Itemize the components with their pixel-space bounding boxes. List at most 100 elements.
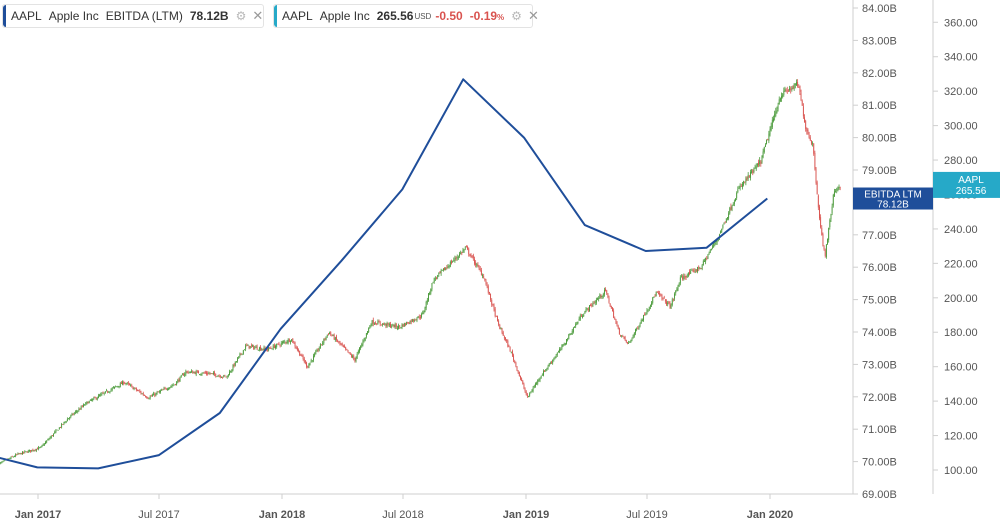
price-candle-body <box>170 386 172 388</box>
price-candle-body <box>756 163 758 166</box>
price-candle-body <box>276 343 278 347</box>
price-candle-body <box>620 335 621 337</box>
price-candle-body <box>303 358 305 362</box>
aapl-settings-icon[interactable]: ⚙ <box>511 9 522 23</box>
price-candle-body <box>578 318 580 321</box>
price-candle-body <box>614 318 616 320</box>
price-candle-body <box>169 387 171 389</box>
aapl-legend-chip[interactable]: AAPL Apple Inc 265.56 USD -0.50 -0.19% ⚙… <box>273 4 539 28</box>
price-candle-body <box>344 346 345 348</box>
price-candle-body <box>424 307 426 312</box>
price-candle-body <box>323 338 325 344</box>
price-candle-body <box>379 321 381 325</box>
price-candle-body <box>369 326 371 329</box>
price-candle-body <box>747 174 749 179</box>
price-candle-body <box>339 341 341 344</box>
ebitda-legend-chip[interactable]: AAPL Apple Inc EBITDA (LTM) 78.12B ⚙ ✕ <box>2 4 264 28</box>
price-candle-body <box>402 324 404 327</box>
price-candle-body <box>825 244 827 257</box>
price-candle-body <box>254 347 256 349</box>
price-candle-body <box>758 162 759 166</box>
price-candle-body <box>260 346 262 351</box>
price-candle-body <box>78 408 80 411</box>
price-candle-body <box>19 452 21 454</box>
price-candle-body <box>156 392 158 394</box>
price-candle-body <box>338 341 340 343</box>
price-candle-body <box>422 312 424 315</box>
right-tick-label: 280.00 <box>944 155 978 167</box>
price-candle-body <box>209 373 211 375</box>
price-candle-body <box>572 328 574 332</box>
price-candle-body <box>791 87 793 90</box>
price-candle-body <box>521 378 523 382</box>
price-candle-body <box>68 418 69 420</box>
price-candle-body <box>69 417 71 419</box>
price-candle-body <box>708 253 710 254</box>
price-candle-body <box>442 268 444 271</box>
ebitda-settings-icon[interactable]: ⚙ <box>235 9 247 23</box>
price-candle-body <box>373 323 375 325</box>
price-candle-body <box>294 342 296 347</box>
left-tick-label: 71.00B <box>862 424 897 436</box>
price-candle-body <box>813 143 815 154</box>
price-candle-body <box>475 262 477 266</box>
price-candle-body <box>210 373 212 375</box>
price-candle-body <box>568 334 570 340</box>
ebitda-close-icon[interactable]: ✕ <box>252 8 264 23</box>
price-candle-body <box>180 375 182 377</box>
price-candle-body <box>229 371 230 376</box>
price-candle-body <box>357 350 359 354</box>
price-candle-body <box>625 339 627 342</box>
right-axis-ticks: 360.00340.00320.00300.00280.00260.00240.… <box>933 17 978 477</box>
price-candle-body <box>517 370 519 373</box>
price-candle-body <box>91 399 92 401</box>
price-candle-body <box>411 319 413 322</box>
price-candle-body <box>355 357 357 362</box>
price-candle-body <box>101 393 103 395</box>
right-tick-label: 360.00 <box>944 17 978 29</box>
price-candle-body <box>815 168 817 183</box>
price-candle-body <box>222 376 224 378</box>
price-candle-body <box>837 187 839 191</box>
price-candle-body <box>283 341 285 343</box>
price-candle-body <box>785 90 787 92</box>
price-candle-body <box>474 259 475 264</box>
price-candle-body <box>224 375 226 377</box>
price-candle-body <box>382 323 383 325</box>
price-candle-body <box>350 354 352 357</box>
x-tick-label: Jul 2019 <box>626 509 668 521</box>
x-tick-label: Jan 2017 <box>15 509 61 521</box>
price-candle-body <box>267 349 268 351</box>
price-candle-body <box>146 396 148 398</box>
price-candle-body <box>433 278 435 282</box>
price-candle-body <box>485 280 487 284</box>
price-candle-body <box>532 387 534 391</box>
price-candle-body <box>799 85 801 92</box>
price-candle-body <box>616 322 618 326</box>
price-candle-body <box>262 348 264 350</box>
price-candle-body <box>609 303 611 307</box>
price-candle-body <box>348 352 350 354</box>
price-candle-body <box>806 128 808 132</box>
price-candle-body <box>698 267 700 269</box>
price-candle-body <box>81 406 83 408</box>
price-candle-body <box>25 451 27 453</box>
price-candle-body <box>539 377 541 381</box>
price-candle-body <box>479 268 481 271</box>
price-candle-body <box>836 189 838 191</box>
price-candle-body <box>160 390 161 392</box>
price-candle-body <box>261 349 263 351</box>
price-candle-body <box>63 421 65 424</box>
price-candle-body <box>684 276 686 278</box>
price-candle-body <box>705 257 707 262</box>
price-candle-body <box>129 384 130 385</box>
price-candle-body <box>56 429 58 431</box>
price-candle-body <box>380 324 382 326</box>
aapl-close-icon[interactable]: ✕ <box>527 8 539 23</box>
aapl-legend-change-pct: -0.19% <box>469 9 505 23</box>
price-candle-body <box>723 222 725 224</box>
price-candle-body <box>690 271 692 274</box>
price-candle-body <box>779 98 781 101</box>
price-candle-body <box>165 388 167 390</box>
